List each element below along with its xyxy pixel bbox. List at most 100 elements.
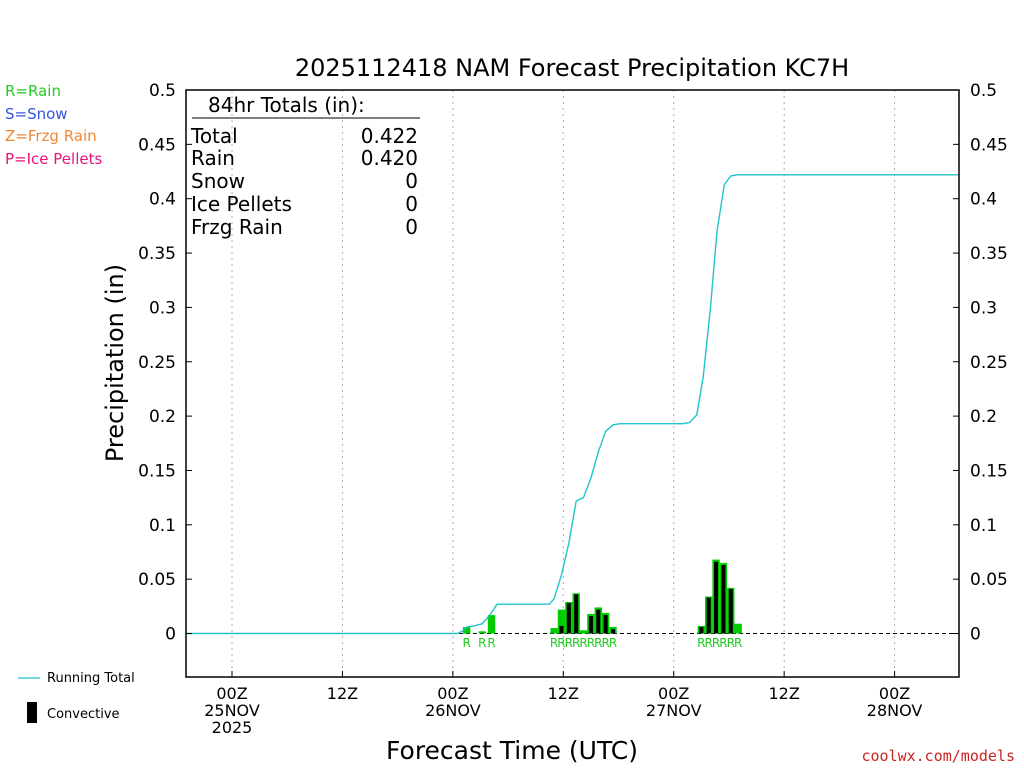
grid-layer (186, 90, 959, 677)
totals-ice-pellets-label: Ice Pellets (191, 192, 292, 216)
y-tick-label-left: 0.05 (138, 570, 176, 590)
totals-total-value: 0.422 (361, 124, 418, 148)
convective-legend-text: Convective (47, 707, 120, 722)
totals-ice-pellets-value: 0 (405, 192, 418, 216)
totals-rain-value: 0.420 (361, 146, 418, 170)
x-tick-label: 26NOV (425, 701, 481, 720)
totals-heading: 84hr Totals (in): (208, 93, 365, 117)
x-tick-label: 00Z (879, 684, 910, 703)
y-tick-label-right: 0.25 (970, 353, 1008, 373)
convective-bar (610, 629, 616, 634)
convective-bar (566, 603, 571, 634)
totals-box: 84hr Totals (in): Total 0.422 Rain 0.420… (190, 93, 420, 239)
running-total-legend-text: Running Total (47, 671, 135, 686)
rain-bar (478, 631, 486, 634)
totals-total-label: Total (190, 124, 238, 148)
x-tick-label: 2025 (212, 718, 253, 737)
y-tick-label-left: 0.15 (138, 461, 176, 481)
convective-bar (588, 616, 593, 634)
y-tick-label-left: 0.35 (138, 244, 176, 264)
convective-bar (574, 594, 579, 634)
y-tick-label-left: 0 (165, 625, 176, 645)
ptype-label: R (557, 636, 565, 650)
y-axis-label: Precipitation (in) (101, 264, 129, 462)
rain-bar (734, 623, 742, 634)
ptype-label: R (609, 636, 617, 650)
totals-snow-label: Snow (191, 169, 245, 193)
y-tick-label-left: 0.5 (149, 81, 176, 101)
rain-bar (487, 615, 496, 634)
ptype-label: R (487, 636, 495, 650)
rain-bar (550, 628, 558, 634)
ptype-label: R (719, 636, 727, 650)
chart-title: 2025112418 NAM Forecast Precipitation KC… (295, 54, 849, 82)
convective-bar (559, 625, 564, 634)
ptype-label: R (579, 636, 587, 650)
y-tick-label-right: 0.5 (970, 81, 997, 101)
convective-bar (721, 565, 726, 634)
y-tick-label-left: 0.2 (149, 407, 176, 427)
ptype-label: R (572, 636, 580, 650)
ptype-label: R (565, 636, 573, 650)
convective-bar (706, 597, 711, 634)
y-tick-label-right: 0.35 (970, 244, 1008, 264)
rain-bar (557, 609, 566, 634)
ptype-label: R (594, 636, 602, 650)
convective-bar (714, 561, 719, 634)
totals-frzg-rain-label: Frzg Rain (191, 215, 283, 239)
y-tick-label-left: 0.25 (138, 353, 176, 373)
x-tick-label: 12Z (327, 684, 358, 703)
y-tick-label-right: 0 (970, 625, 981, 645)
x-tick-label: 12Z (548, 684, 579, 703)
x-tick-label: 00Z (658, 684, 689, 703)
ptype-label: R (463, 636, 471, 650)
y-tick-label-left: 0.4 (149, 190, 176, 210)
convective-bar (728, 588, 733, 634)
ptype-label: R (712, 636, 720, 650)
legend-frzg-rain-text: Z=Frzg Rain (5, 127, 97, 145)
ptype-label: R (697, 636, 705, 650)
ptype-label: R (727, 636, 735, 650)
legend-rain-text: R=Rain (5, 82, 61, 100)
totals-frzg-rain-value: 0 (405, 215, 418, 239)
y-tick-label-left: 0.3 (149, 298, 176, 318)
ptype-label: R (734, 636, 742, 650)
credit-text: coolwx.com/models (861, 747, 1015, 765)
x-axis-label: Forecast Time (UTC) (386, 736, 638, 765)
running-total-layer (186, 174, 959, 635)
x-tick-label: 28NOV (867, 701, 923, 720)
y-tick-label-left: 0.45 (138, 135, 176, 155)
convective-bar (603, 615, 608, 634)
plot-frame (185, 89, 960, 678)
x-tick-label: 00Z (437, 684, 468, 703)
y-tick-label-right: 0.05 (970, 570, 1008, 590)
legend-snow-text: S=Snow (5, 105, 68, 123)
x-tick-label: 27NOV (646, 701, 702, 720)
x-tick-label: 12Z (768, 684, 799, 703)
totals-rain-label: Rain (191, 146, 235, 170)
totals-snow-value: 0 (405, 169, 418, 193)
legend-ice-pellets-text: P=Ice Pellets (5, 150, 102, 168)
rain-bar (462, 626, 471, 634)
y-tick-label-left: 0.1 (149, 516, 176, 536)
running-total-line (186, 174, 959, 635)
ptype-label: R (601, 636, 609, 650)
convective-bar (596, 609, 601, 634)
ptype-label: R (705, 636, 713, 650)
ptype-label: R (478, 636, 486, 650)
ptype-legend: R=Rain S=Snow Z=Frzg Rain P=Ice Pellets (5, 82, 102, 168)
ptype-label: R (550, 636, 558, 650)
series-legend: Running Total Convective (18, 671, 135, 723)
y-tick-label-right: 0.1 (970, 516, 997, 536)
ptype-label: R (587, 636, 595, 650)
convective-legend-swatch (27, 702, 37, 723)
y-tick-label-right: 0.2 (970, 407, 997, 427)
y-tick-label-right: 0.15 (970, 461, 1008, 481)
y-tick-label-right: 0.45 (970, 135, 1008, 155)
y-tick-label-right: 0.4 (970, 190, 997, 210)
x-tick-label: 25NOV (204, 701, 260, 720)
bar-layer (462, 559, 742, 634)
